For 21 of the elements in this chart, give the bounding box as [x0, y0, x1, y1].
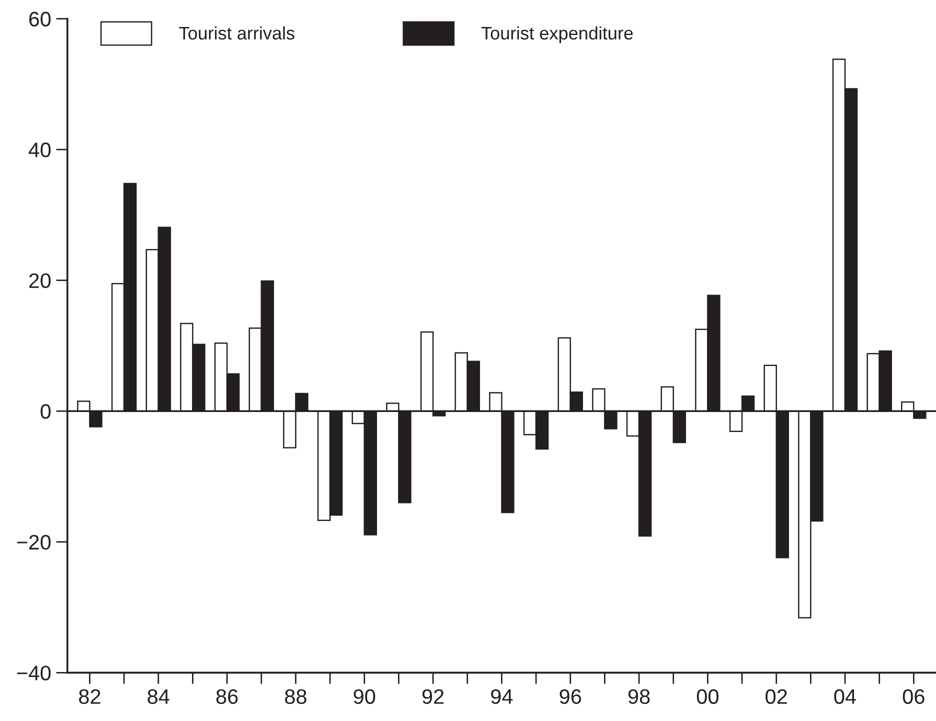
legend-label: Tourist arrivals: [179, 26, 294, 40]
x-tick-label: 84: [148, 689, 170, 704]
y-tick-label: −40: [17, 666, 51, 680]
x-tick-label: 96: [560, 689, 582, 704]
x-tick-label: 86: [216, 689, 238, 704]
y-tick-label: 60: [29, 12, 51, 26]
x-tick-label: 98: [628, 689, 650, 704]
y-tick-label: 40: [28, 142, 51, 158]
x-tick-label: 06: [902, 689, 924, 704]
x-tick-label: 88: [285, 689, 306, 704]
x-tick-label: 94: [491, 689, 513, 704]
legend-label: Tourist expenditure: [481, 26, 633, 44]
x-tick-label: 02: [766, 689, 787, 704]
x-tick-label: 04: [834, 689, 856, 704]
x-tick-label: 90: [354, 689, 376, 704]
x-tick-label: 00: [696, 689, 718, 704]
x-tick-label: 92: [422, 689, 444, 704]
y-tick-label: −20: [17, 534, 51, 550]
x-tick-label: 82: [79, 689, 100, 704]
y-tick-label: 0: [40, 404, 51, 419]
y-tick-label: 20: [29, 273, 51, 288]
